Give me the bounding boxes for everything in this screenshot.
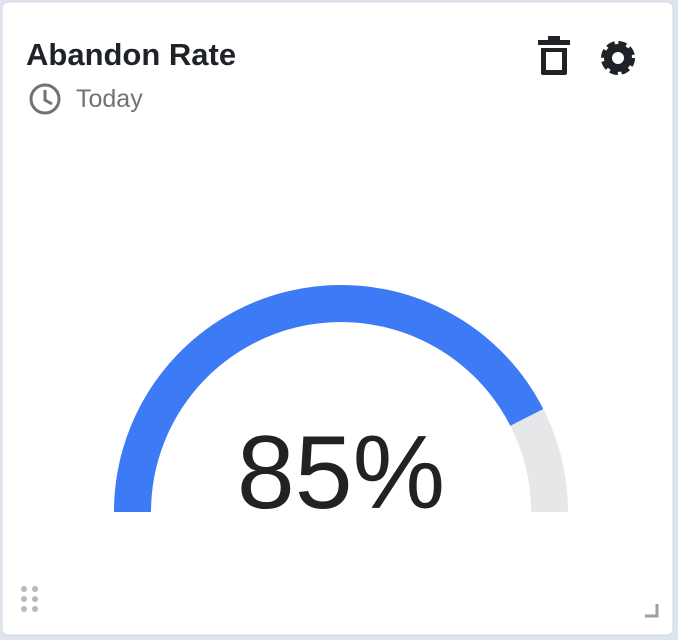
gauge-value-label: 85% (237, 415, 445, 531)
drag-handle[interactable] (21, 586, 38, 612)
settings-button[interactable] (601, 41, 635, 75)
widget-subtitle: Today (76, 85, 143, 113)
gauge: 85% (114, 285, 568, 531)
resize-handle[interactable] (645, 604, 659, 618)
delete-button[interactable] (538, 36, 570, 75)
widget-title: Abandon Rate (26, 37, 236, 72)
clock-icon (29, 83, 61, 115)
gauge-value-arc (114, 285, 544, 513)
